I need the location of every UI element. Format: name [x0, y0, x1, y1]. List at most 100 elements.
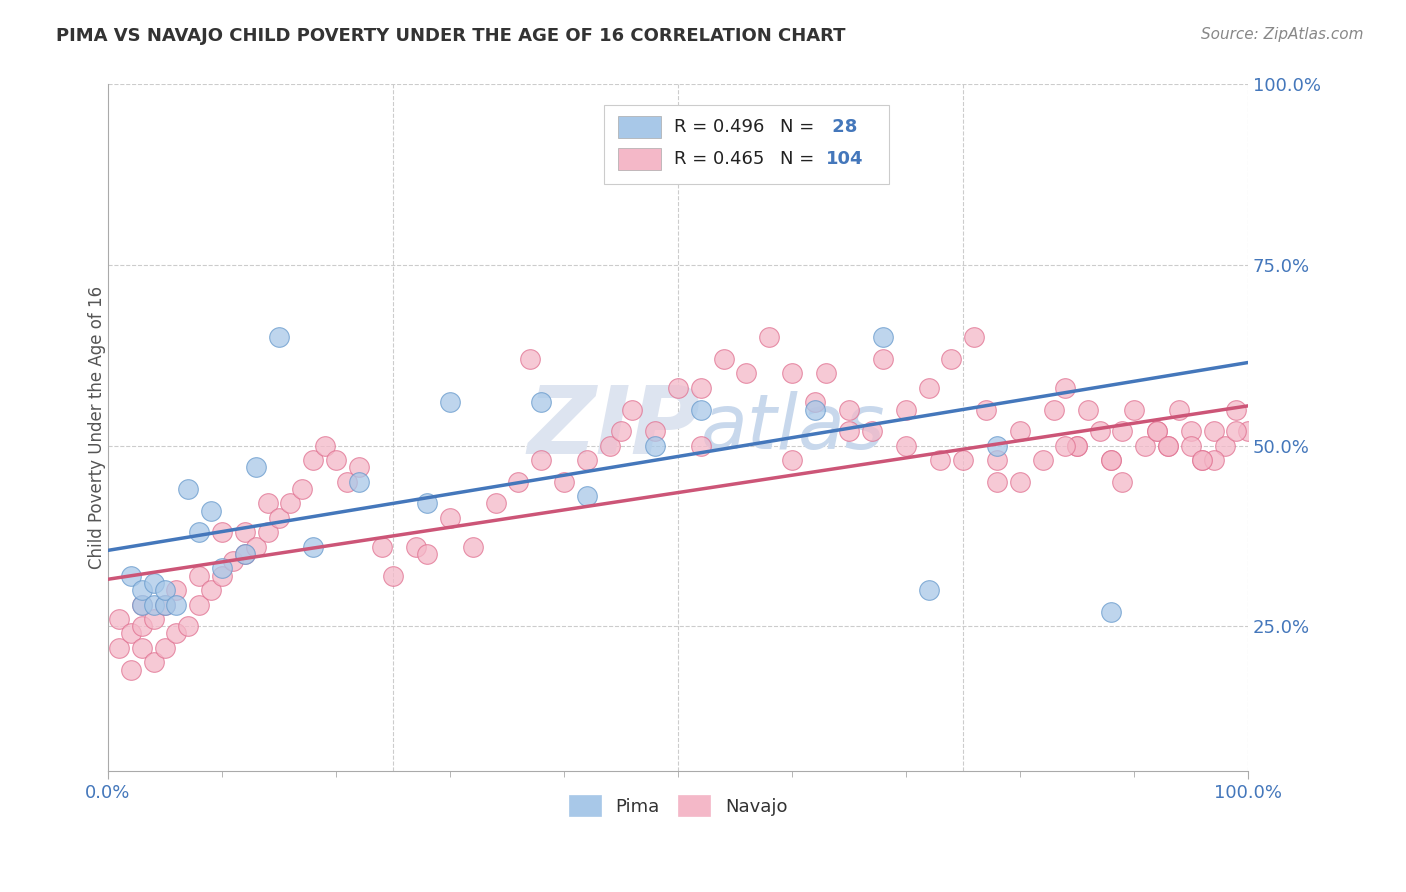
Point	[256, 496, 278, 510]
Point	[986, 439, 1008, 453]
Text: N =: N =	[780, 118, 814, 136]
Point	[986, 453, 1008, 467]
Point	[131, 640, 153, 655]
Point	[484, 496, 506, 510]
Point	[1111, 424, 1133, 438]
Point	[530, 395, 553, 409]
Point	[120, 568, 142, 582]
Point	[347, 475, 370, 489]
Point	[291, 482, 314, 496]
Point	[200, 583, 222, 598]
Point	[120, 663, 142, 677]
Point	[165, 598, 187, 612]
Point	[381, 568, 404, 582]
Point	[1135, 439, 1157, 453]
Point	[894, 402, 917, 417]
Point	[233, 525, 256, 540]
Text: atlas: atlas	[700, 391, 886, 465]
Point	[267, 330, 290, 344]
Point	[1066, 439, 1088, 453]
Point	[838, 424, 860, 438]
Point	[1043, 402, 1066, 417]
Point	[599, 439, 621, 453]
Point	[142, 612, 165, 626]
Point	[211, 525, 233, 540]
Point	[974, 402, 997, 417]
Point	[803, 395, 825, 409]
Point	[233, 547, 256, 561]
Point	[108, 640, 131, 655]
Point	[177, 482, 200, 496]
FancyBboxPatch shape	[617, 116, 661, 138]
Point	[894, 439, 917, 453]
Text: Source: ZipAtlas.com: Source: ZipAtlas.com	[1201, 27, 1364, 42]
Point	[1099, 605, 1122, 619]
Point	[1099, 453, 1122, 467]
Point	[336, 475, 359, 489]
Point	[211, 561, 233, 575]
Point	[177, 619, 200, 633]
Point	[280, 496, 302, 510]
Point	[1213, 439, 1236, 453]
Text: R = 0.496: R = 0.496	[675, 118, 765, 136]
FancyBboxPatch shape	[617, 148, 661, 170]
Point	[1157, 439, 1180, 453]
Point	[142, 575, 165, 590]
Point	[666, 381, 689, 395]
Point	[918, 583, 941, 598]
Point	[1146, 424, 1168, 438]
Text: ZIP: ZIP	[527, 382, 700, 474]
Point	[872, 351, 894, 366]
Point	[211, 568, 233, 582]
Point	[439, 511, 461, 525]
Point	[131, 619, 153, 633]
Point	[1099, 453, 1122, 467]
Point	[735, 367, 758, 381]
Text: N =: N =	[780, 150, 814, 169]
Point	[929, 453, 952, 467]
Point	[131, 598, 153, 612]
Point	[188, 525, 211, 540]
Point	[575, 453, 598, 467]
Point	[610, 424, 633, 438]
Point	[758, 330, 780, 344]
Point	[689, 381, 711, 395]
Point	[245, 540, 267, 554]
Point	[233, 547, 256, 561]
Point	[803, 402, 825, 417]
Point	[1191, 453, 1213, 467]
Point	[153, 640, 176, 655]
Y-axis label: Child Poverty Under the Age of 16: Child Poverty Under the Age of 16	[89, 286, 105, 569]
Point	[165, 626, 187, 640]
Point	[1088, 424, 1111, 438]
Point	[1225, 424, 1247, 438]
Point	[153, 583, 176, 598]
Point	[153, 598, 176, 612]
Point	[188, 598, 211, 612]
Point	[1202, 424, 1225, 438]
Point	[1225, 402, 1247, 417]
Point	[142, 656, 165, 670]
Point	[314, 439, 336, 453]
Point	[200, 503, 222, 517]
Point	[416, 547, 439, 561]
Point	[165, 583, 187, 598]
Point	[644, 424, 666, 438]
Point	[1146, 424, 1168, 438]
Point	[1008, 424, 1031, 438]
Point	[838, 402, 860, 417]
Point	[347, 460, 370, 475]
Point	[689, 439, 711, 453]
Point	[530, 453, 553, 467]
Point	[963, 330, 986, 344]
Point	[1191, 453, 1213, 467]
Point	[405, 540, 427, 554]
Point	[1111, 475, 1133, 489]
Point	[1077, 402, 1099, 417]
Point	[952, 453, 974, 467]
Text: 104: 104	[827, 150, 863, 169]
Legend: Pima, Navajo: Pima, Navajo	[561, 789, 794, 823]
Point	[188, 568, 211, 582]
Point	[222, 554, 245, 568]
Point	[644, 439, 666, 453]
